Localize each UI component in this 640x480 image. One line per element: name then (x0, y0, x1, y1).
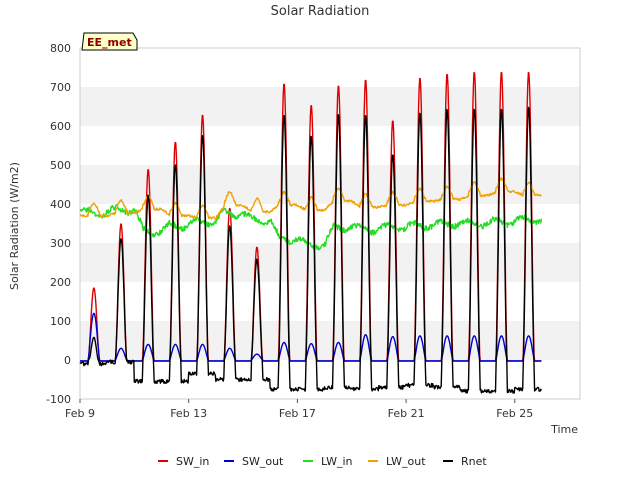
x-tick-label: Feb 21 (388, 407, 425, 420)
legend-label: SW_in (176, 455, 209, 468)
grid-band (80, 360, 580, 399)
legend-label: LW_in (321, 455, 353, 468)
y-tick-label: 800 (50, 42, 71, 55)
x-axis-ticks: Feb 9 Feb 13 Feb 17 Feb 21 Feb 25 (65, 399, 533, 420)
y-tick-label: 600 (50, 120, 71, 133)
grid-band (80, 126, 580, 165)
y-tick-label: 500 (50, 159, 71, 172)
series-line-sw-out (79, 312, 542, 362)
x-tick-label: Feb 9 (65, 407, 95, 420)
y-tick-label: 400 (50, 198, 71, 211)
grid-band (80, 165, 580, 204)
y-axis-title: Solar Radiation (W/m2) (8, 162, 21, 290)
x-tick-label: Feb 25 (496, 407, 533, 420)
x-tick-label: Feb 13 (170, 407, 207, 420)
grid-band (80, 243, 580, 282)
y-tick-label: -100 (46, 393, 71, 406)
y-tick-label: 100 (50, 315, 71, 328)
grid-band (80, 321, 580, 360)
plot-area (79, 47, 581, 400)
x-axis-title: Time (550, 423, 578, 436)
grid-band (80, 48, 580, 87)
badge-shape (81, 32, 138, 51)
legend-label: LW_out (386, 455, 426, 468)
chart-title: Solar Radiation (271, 4, 370, 19)
x-tick-label: Feb 17 (279, 407, 316, 420)
y-tick-label: 200 (50, 276, 71, 289)
series-lines (79, 72, 543, 394)
y-tick-label: 0 (64, 354, 71, 367)
series-line-lw-in (79, 204, 543, 251)
series-line-rnet (79, 106, 543, 394)
legend-label: Rnet (461, 455, 487, 468)
y-tick-label: 300 (50, 237, 71, 250)
station-badge: EE_met (81, 32, 138, 51)
legend: SW_in SW_out LW_in LW_out Rnet (158, 455, 487, 468)
y-tick-label: 700 (50, 81, 71, 94)
legend-label: SW_out (242, 455, 284, 468)
series-line-lw-out (79, 176, 542, 220)
y-axis-ticks: -100 0 100 200 300 400 500 600 700 800 (46, 42, 71, 406)
grid-band (80, 87, 580, 126)
badge-label: EE_met (87, 36, 132, 49)
